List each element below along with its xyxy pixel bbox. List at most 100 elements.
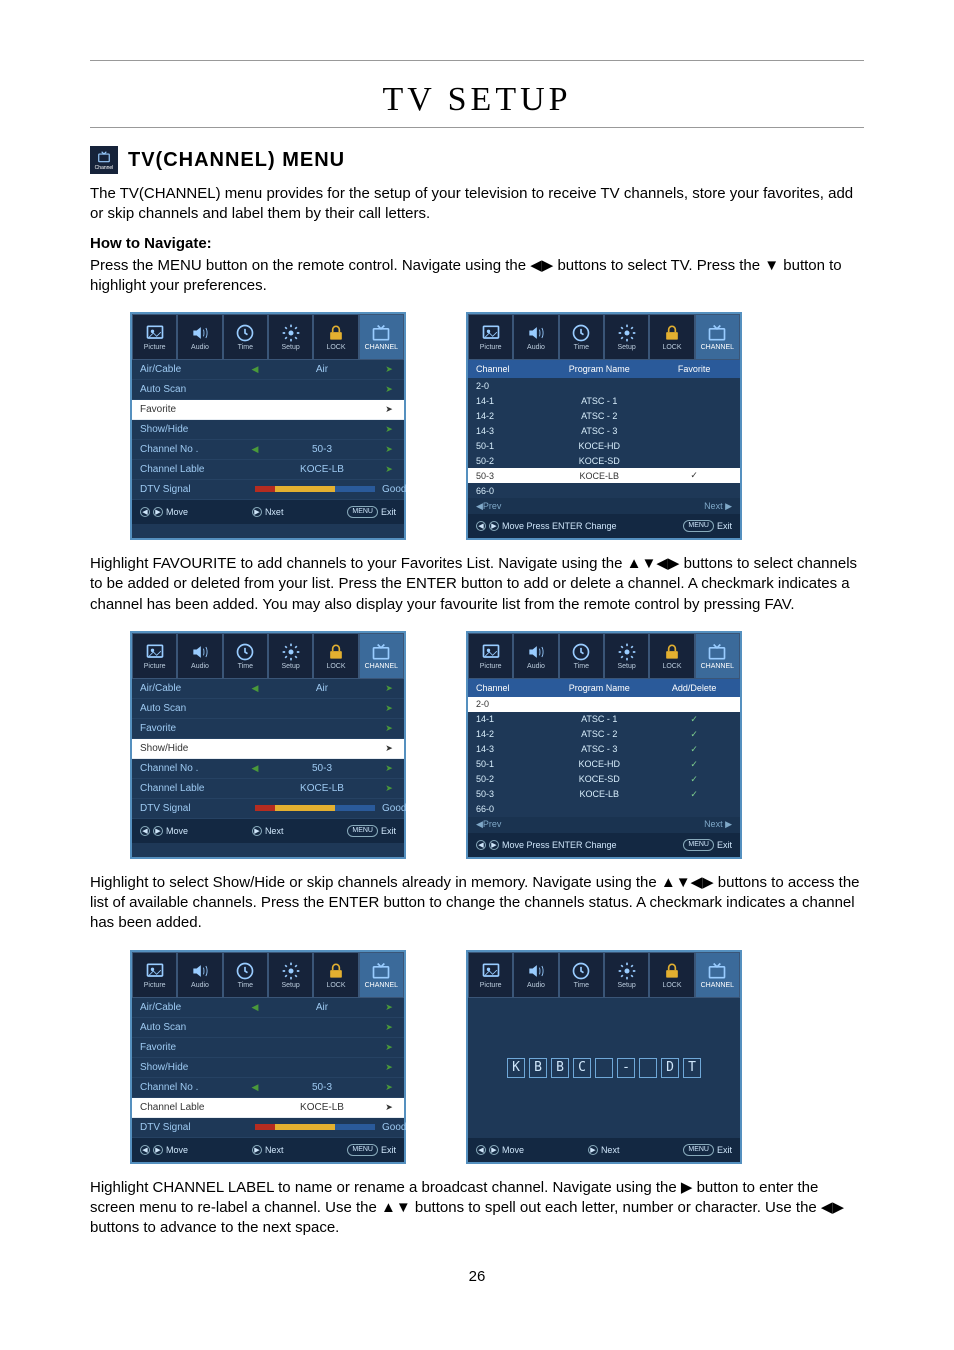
osd-footer: ◀▶ Move Press ENTER ChangeMENU Exit [468,514,740,538]
osd-menu-showhide: PictureAudioTimeSetupLOCKCHANNELAir/Cabl… [130,631,406,859]
label-letter[interactable]: D [661,1058,679,1078]
osd-tab-setup[interactable]: Setup [604,633,649,679]
menu-row[interactable]: Show/Hide➤ [132,739,404,759]
chlist-row[interactable]: 2-0 [468,378,740,393]
osd-tab-time[interactable]: Time [559,314,604,360]
menu-row[interactable]: Show/Hide➤ [132,1058,404,1078]
label-letter[interactable]: - [617,1058,635,1078]
para-showhide: Highlight to select Show/Hide or skip ch… [90,873,864,934]
chlist-row[interactable]: 50-2KOCE-SD [468,453,740,468]
osd-tab-audio[interactable]: Audio [513,314,558,360]
osd-tab-lock[interactable]: LOCK [649,952,694,998]
osd-footer: ◀▶ Move▶ NextMENU Exit [468,1138,740,1162]
menu-row[interactable]: DTV SignalGood [132,799,404,819]
osd-tab-time[interactable]: Time [223,314,268,360]
chlist-row[interactable]: 14-3ATSC - 3 [468,423,740,438]
osd-tab-channel[interactable]: CHANNEL [695,952,740,998]
osd-menu-favorite: PictureAudioTimeSetupLOCKCHANNELAir/Cabl… [130,312,406,540]
osd-tab-audio[interactable]: Audio [177,314,222,360]
menu-row[interactable]: Channel No .◀50-3➤ [132,440,404,460]
osd-tab-picture[interactable]: Picture [468,314,513,360]
chlist-row[interactable]: 14-2ATSC - 2 [468,408,740,423]
menu-row[interactable]: Favorite➤ [132,1038,404,1058]
chlist-row[interactable]: 14-1ATSC - 1✓ [468,712,740,727]
osd-tab-channel[interactable]: CHANNEL [359,952,404,998]
osd-tab-picture[interactable]: Picture [132,314,177,360]
menu-row[interactable]: Favorite➤ [132,400,404,420]
osd-tab-lock[interactable]: LOCK [649,633,694,679]
chlist-row[interactable]: 50-1KOCE-HD✓ [468,757,740,772]
menu-row[interactable]: Channel LableKOCE-LB➤ [132,779,404,799]
prev-next[interactable]: ◀PrevNext ▶ [468,817,740,833]
menu-row[interactable]: DTV SignalGood [132,1118,404,1138]
label-letter[interactable]: C [573,1058,591,1078]
osd-tab-picture[interactable]: Picture [468,633,513,679]
menu-row[interactable]: Channel LableKOCE-LB➤ [132,1098,404,1118]
osd-tab-channel[interactable]: CHANNEL [695,314,740,360]
osd-tab-setup[interactable]: Setup [268,314,313,360]
osd-tab-channel[interactable]: CHANNEL [359,633,404,679]
chlist-row[interactable]: 50-3KOCE-LB✓ [468,787,740,802]
menu-row[interactable]: DTV SignalGood [132,480,404,500]
channel-icon: Channel [90,146,118,174]
label-entry: KBBC - DT [468,998,740,1138]
osd-tab-channel[interactable]: CHANNEL [359,314,404,360]
intro-text: The TV(CHANNEL) menu provides for the se… [90,184,864,225]
osd-tab-picture[interactable]: Picture [132,633,177,679]
prev-next[interactable]: ◀PrevNext ▶ [468,498,740,514]
osd-tab-time[interactable]: Time [223,952,268,998]
page-number: 26 [90,1268,864,1285]
osd-tab-lock[interactable]: LOCK [313,314,358,360]
menu-row[interactable]: Air/Cable◀Air➤ [132,998,404,1018]
osd-tab-setup[interactable]: Setup [268,952,313,998]
menu-row[interactable]: Auto Scan➤ [132,699,404,719]
menu-row[interactable]: Auto Scan➤ [132,1018,404,1038]
osd-tab-audio[interactable]: Audio [513,952,558,998]
menu-row[interactable]: Auto Scan➤ [132,380,404,400]
chlist-row[interactable]: 14-1ATSC - 1 [468,393,740,408]
osd-tab-time[interactable]: Time [223,633,268,679]
osd-tab-picture[interactable]: Picture [132,952,177,998]
label-letter[interactable]: T [683,1058,701,1078]
menu-row[interactable]: Channel No .◀50-3➤ [132,1078,404,1098]
chlist-row[interactable]: 66-0 [468,802,740,817]
label-letter[interactable] [639,1058,657,1078]
menu-row[interactable]: Air/Cable◀Air➤ [132,679,404,699]
chlist-row[interactable]: 2-0 [468,697,740,712]
osd-tab-time[interactable]: Time [559,633,604,679]
osd-tab-setup[interactable]: Setup [604,952,649,998]
label-letter[interactable]: K [507,1058,525,1078]
chlist-row[interactable]: 50-1KOCE-HD [468,438,740,453]
osd-tab-lock[interactable]: LOCK [313,952,358,998]
chlist-row[interactable]: 14-2ATSC - 2✓ [468,727,740,742]
osd-tab-setup[interactable]: Setup [268,633,313,679]
menu-row[interactable]: Channel No .◀50-3➤ [132,759,404,779]
chlist-row[interactable]: 50-3KOCE-LB✓ [468,468,740,483]
osd-tab-lock[interactable]: LOCK [649,314,694,360]
osd-footer: ◀▶ Move Press ENTER ChangeMENU Exit [468,833,740,857]
label-letter[interactable]: B [551,1058,569,1078]
osd-menu-label: PictureAudioTimeSetupLOCKCHANNELAir/Cabl… [130,950,406,1164]
osd-tab-lock[interactable]: LOCK [313,633,358,679]
osd-footer: ◀▶ Move▶NextMENU Exit [132,819,404,843]
osd-tab-picture[interactable]: Picture [468,952,513,998]
menu-row[interactable]: Favorite➤ [132,719,404,739]
menu-row[interactable]: Channel LableKOCE-LB➤ [132,460,404,480]
chlist-row[interactable]: 50-2KOCE-SD✓ [468,772,740,787]
osd-tab-setup[interactable]: Setup [604,314,649,360]
osd-tab-time[interactable]: Time [559,952,604,998]
osd-tab-audio[interactable]: Audio [177,633,222,679]
osd-channel-label-entry: PictureAudioTimeSetupLOCKCHANNELKBBC - D… [466,950,742,1164]
menu-row[interactable]: Show/Hide➤ [132,420,404,440]
label-letter[interactable]: B [529,1058,547,1078]
chlist-row[interactable]: 14-3ATSC - 3✓ [468,742,740,757]
label-letter[interactable] [595,1058,613,1078]
osd-tab-audio[interactable]: Audio [513,633,558,679]
osd-tab-channel[interactable]: CHANNEL [695,633,740,679]
chlist-row[interactable]: 66-0 [468,483,740,498]
para-favorite: Highlight FAVOURITE to add channels to y… [90,554,864,615]
chlist-header: ChannelProgram NameFavorite [468,360,740,378]
menu-row[interactable]: Air/Cable◀Air➤ [132,360,404,380]
howto-label: How to Navigate: [90,235,864,252]
osd-tab-audio[interactable]: Audio [177,952,222,998]
